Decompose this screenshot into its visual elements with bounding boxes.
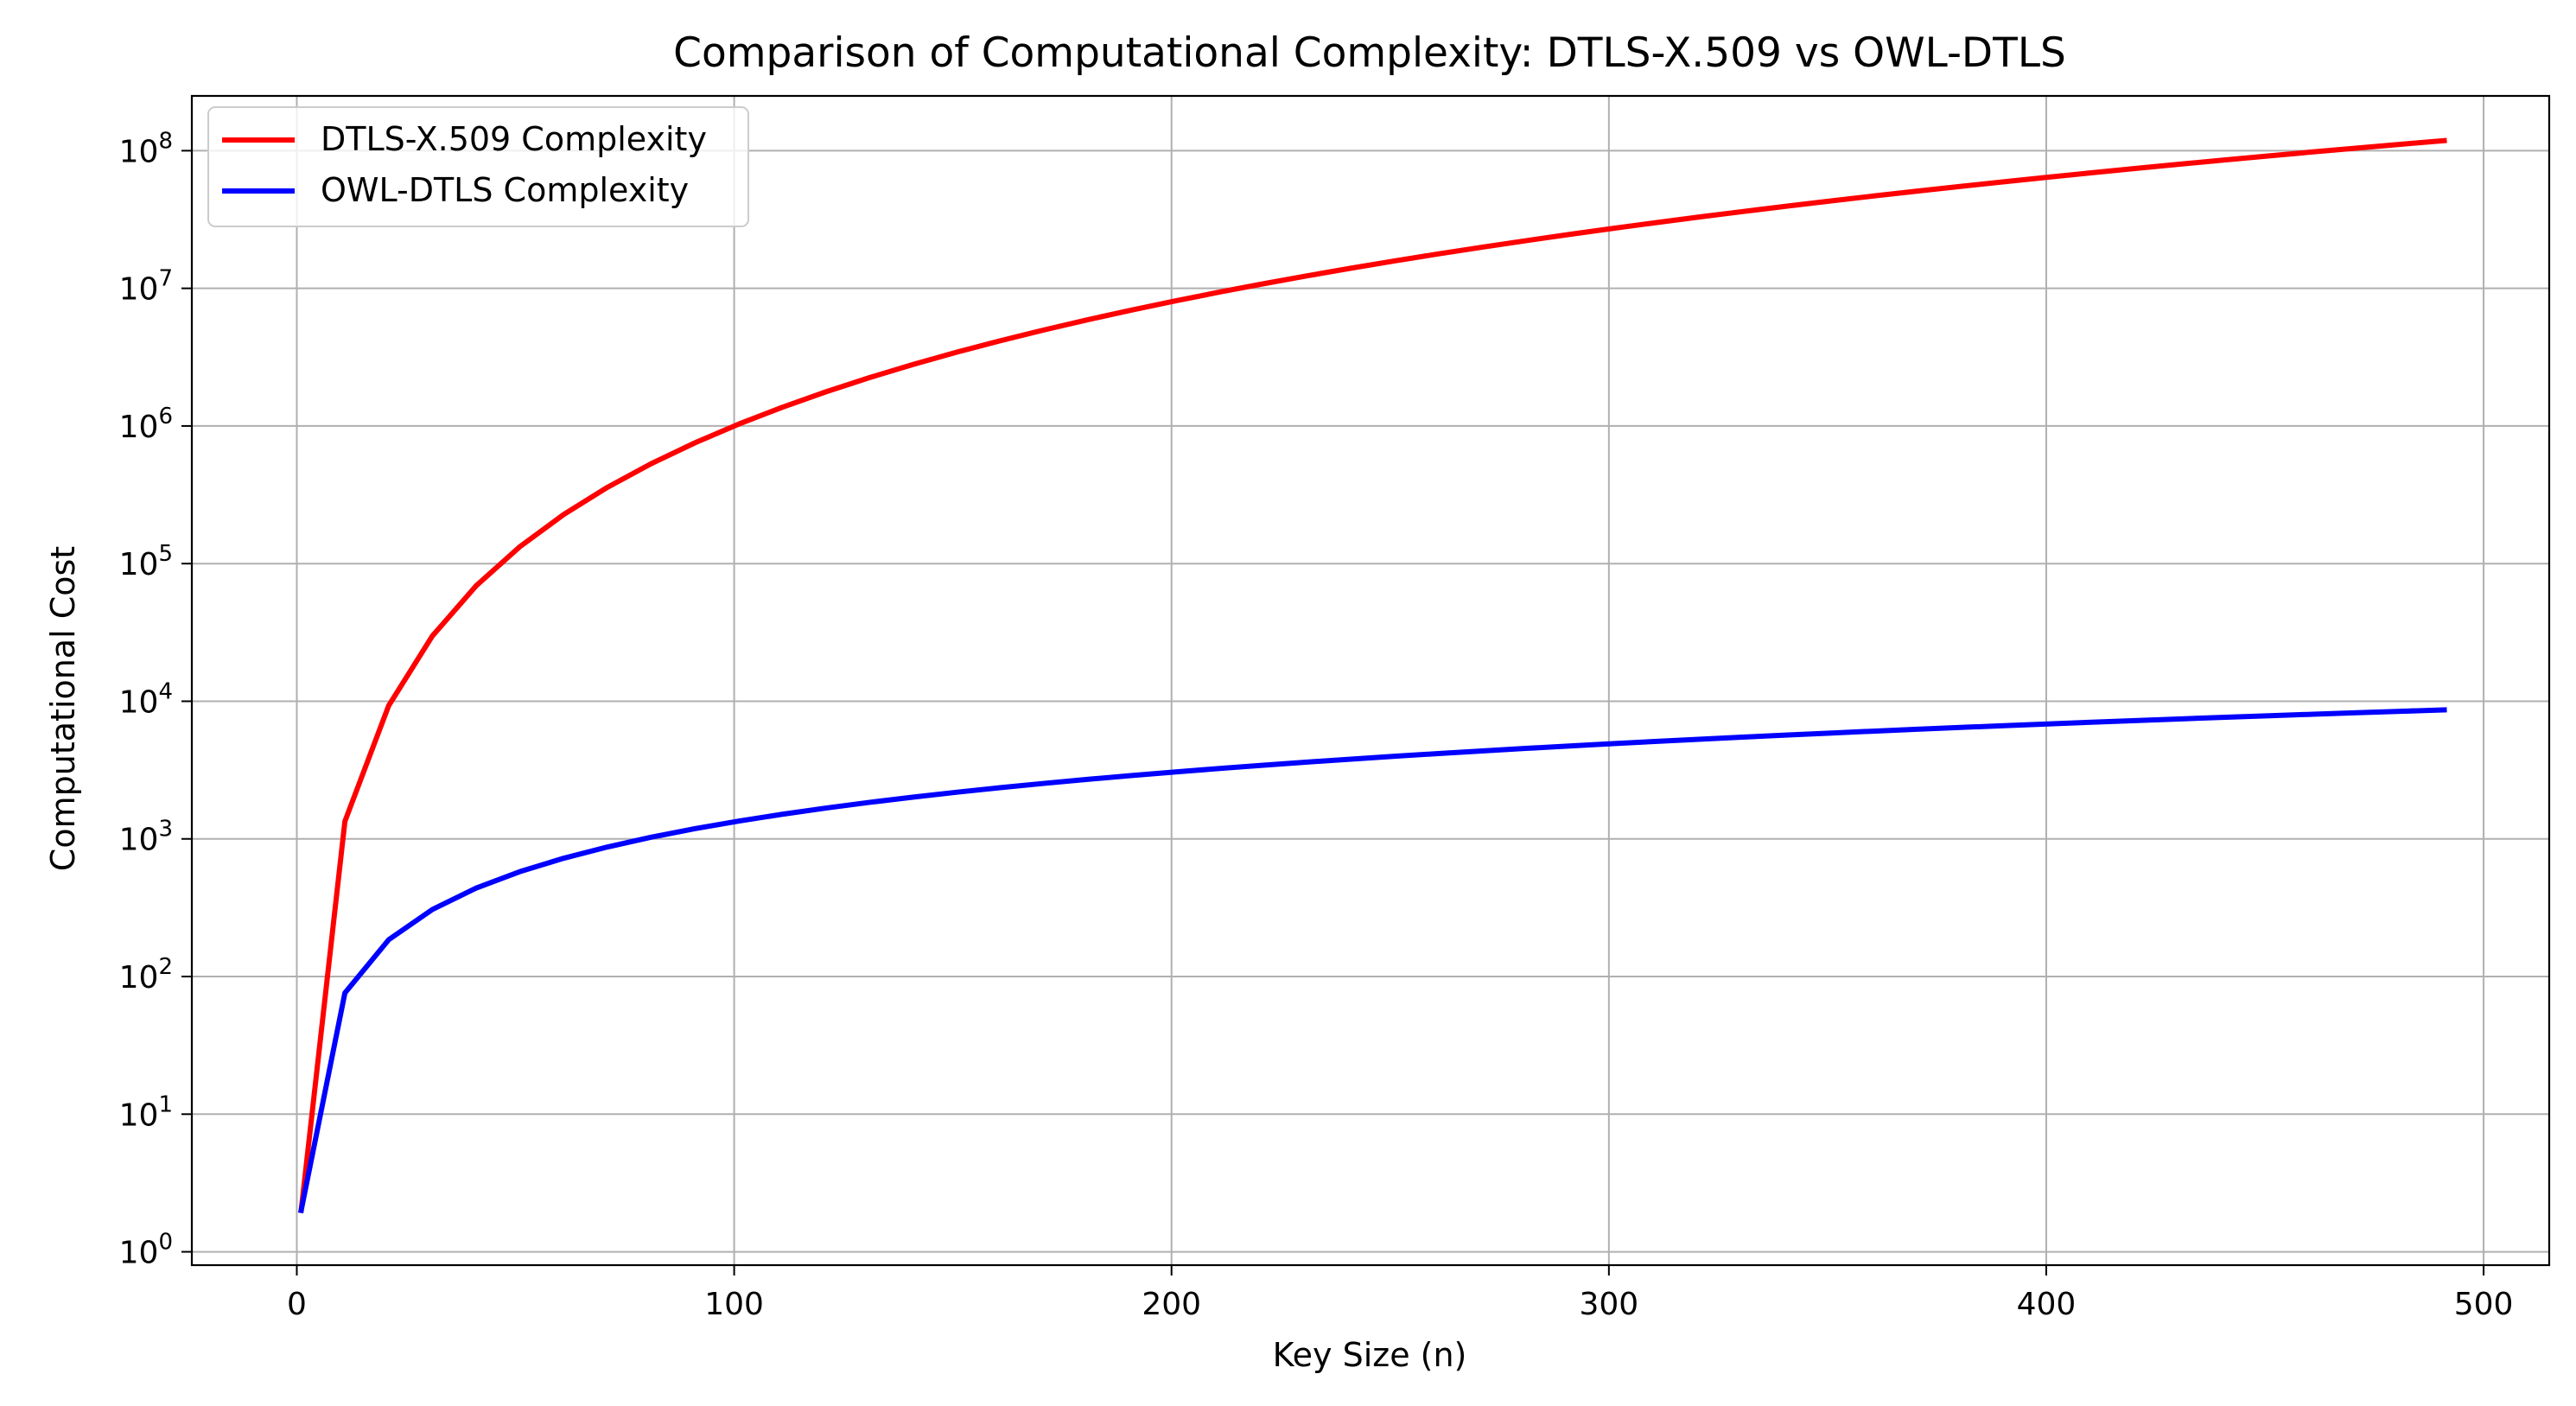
y-tick-label: 108 (119, 128, 173, 169)
x-tick-label: 300 (1579, 1287, 1638, 1322)
x-axis-label: Key Size (n) (1273, 1336, 1467, 1374)
x-tick-label: 200 (1142, 1287, 1201, 1322)
y-tick-base: 10 (119, 823, 159, 858)
plot-area-frame (190, 94, 2551, 1267)
y-axis-label: Computational Cost (44, 546, 82, 871)
legend: DTLS-X.509 Complexity OWL-DTLS Complexit… (207, 106, 749, 227)
y-tick-base: 10 (119, 684, 159, 720)
y-tick-label: 106 (119, 404, 173, 445)
x-tick-label: 100 (704, 1287, 764, 1322)
y-tick-exponent: 5 (158, 541, 173, 567)
legend-box (207, 106, 749, 227)
y-tick-base: 10 (119, 410, 159, 445)
y-tick-base: 10 (119, 1097, 159, 1133)
y-tick-exponent: 7 (158, 266, 173, 292)
y-tick-base: 10 (119, 1236, 159, 1271)
y-tick-label: 100 (119, 1230, 173, 1271)
chart-title: Comparison of Computational Complexity: … (673, 29, 2066, 77)
y-tick-exponent: 1 (158, 1091, 173, 1117)
y-tick-label: 103 (119, 817, 173, 858)
y-tick-base: 10 (119, 960, 159, 996)
y-tick-exponent: 2 (158, 954, 173, 980)
y-tick-base: 10 (119, 134, 159, 169)
y-tick-exponent: 4 (158, 678, 173, 704)
y-tick-label: 104 (119, 678, 173, 720)
x-axis-ticks: 0 100 200 300 400 500 (287, 1265, 2513, 1322)
series-line-dtls-x-509-complexity (298, 137, 2447, 1213)
legend-label-dtls-x509: DTLS-X.509 Complexity (321, 120, 707, 158)
y-tick-label: 105 (119, 541, 173, 582)
x-tick-label: 400 (2017, 1287, 2077, 1322)
y-tick-exponent: 0 (158, 1230, 173, 1256)
series-lines (297, 137, 2447, 1214)
series-line-owl-dtls-complexity (297, 707, 2447, 1214)
y-tick-label: 101 (119, 1091, 173, 1133)
x-tick-label: 500 (2454, 1287, 2514, 1322)
legend-label-owl-dtls: OWL-DTLS Complexity (321, 171, 689, 209)
y-tick-base: 10 (119, 547, 159, 582)
y-tick-label: 102 (119, 954, 173, 996)
y-tick-label: 107 (119, 266, 173, 308)
y-tick-exponent: 8 (158, 128, 173, 154)
x-tick-label: 0 (287, 1287, 307, 1322)
y-tick-base: 10 (119, 272, 159, 308)
y-tick-exponent: 6 (158, 404, 173, 429)
grid (192, 96, 2549, 1265)
y-tick-exponent: 3 (158, 817, 173, 843)
